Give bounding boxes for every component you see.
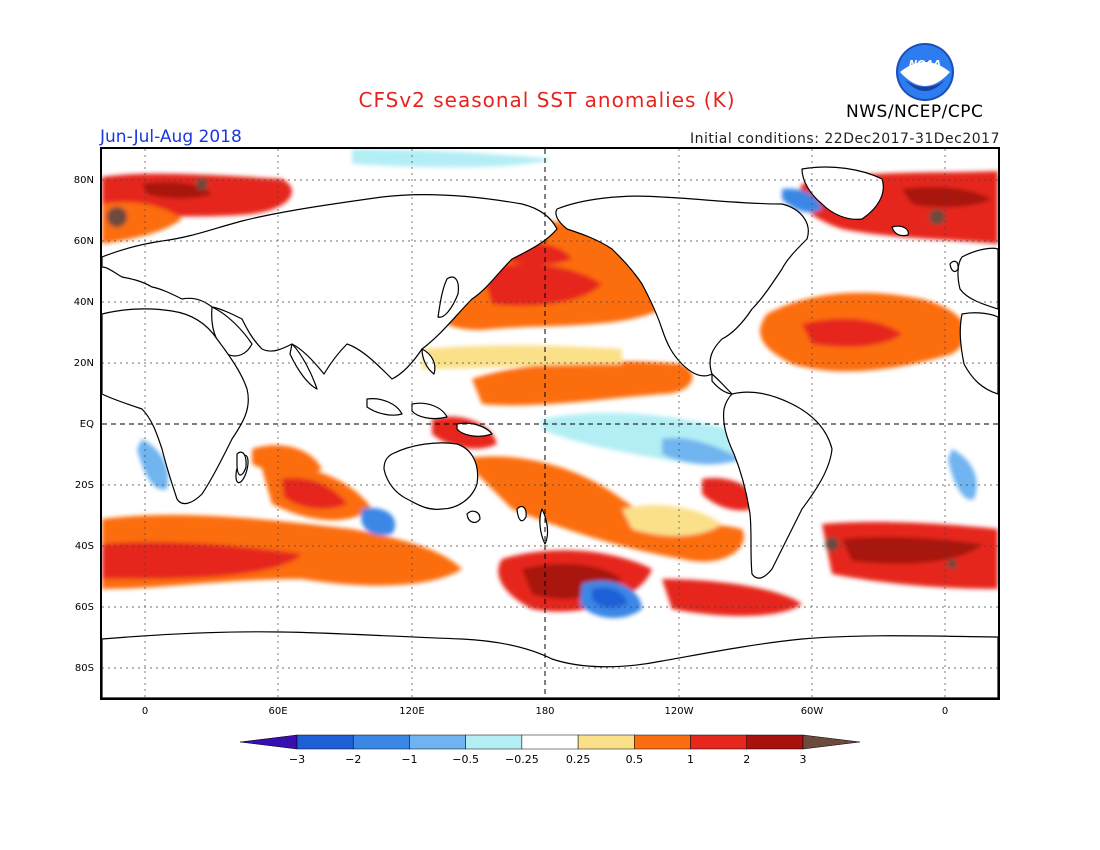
- colorbar-swatch: [690, 734, 748, 750]
- lon-label-60e: 60E: [268, 706, 288, 717]
- noaa-logo: NOAA: [896, 43, 954, 101]
- anomaly-fields: [102, 149, 998, 619]
- antarctica: [102, 631, 998, 698]
- initial-conditions: Initial conditions: 22Dec2017-31Dec2017: [690, 131, 1000, 147]
- colorbar-tick-label: −0.25: [505, 753, 539, 766]
- lon-label-0-west: 0: [141, 706, 149, 717]
- lon-label-180: 180: [535, 706, 555, 717]
- logo-text: NOAA: [909, 59, 941, 70]
- colorbar-tick-label: 3: [799, 753, 807, 766]
- lon-label-0-east: 0: [941, 706, 949, 717]
- lat-label-eq: EQ: [79, 419, 94, 430]
- colorbar-tick-label: −0.5: [452, 753, 480, 766]
- sst-anomaly-map: [100, 147, 1000, 700]
- colorbar-tick-label: 0.25: [565, 753, 591, 766]
- colorbar-swatch: [352, 734, 410, 750]
- colorbar-swatch: [521, 734, 579, 750]
- agency-label: NWS/NCEP/CPC: [846, 102, 984, 122]
- colorbar-tick-label: 2: [743, 753, 751, 766]
- lon-label-120e: 120E: [399, 706, 425, 717]
- colorbar-swatch: [746, 734, 804, 750]
- colorbar-swatch: [634, 734, 691, 750]
- colorbar-swatch: [577, 734, 635, 750]
- colorbar-above-max: [802, 734, 860, 750]
- africa: [102, 308, 249, 505]
- lat-label-40n: 40N: [73, 297, 94, 308]
- colorbar-swatch: [296, 734, 354, 750]
- map-canvas: [102, 149, 998, 698]
- south-america: [722, 391, 833, 579]
- colorbar-below-min: [240, 734, 298, 750]
- colorbar-tick-label: −2: [345, 753, 362, 766]
- colorbar-swatch: [409, 734, 466, 750]
- colorbar-swatch: [465, 734, 523, 750]
- equatorial-pacific-warm-band: [472, 361, 693, 406]
- lat-label-40s: 40S: [74, 541, 94, 552]
- lat-label-80n: 80N: [73, 175, 94, 186]
- lat-label-20n: 20N: [73, 358, 94, 369]
- eurasia: [102, 193, 558, 380]
- lat-label-60s: 60S: [74, 602, 94, 613]
- map-title: CFSv2 seasonal SST anomalies (K): [358, 88, 736, 112]
- equator-and-dateline: [102, 149, 998, 698]
- australia: [383, 442, 479, 510]
- forecast-period: Jun-Jul-Aug 2018: [100, 127, 242, 147]
- lon-label-120w: 120W: [664, 706, 694, 717]
- colorbar-tick-label: −3: [288, 753, 306, 766]
- colorbar-tick-label: 0.5: [625, 753, 644, 766]
- indian-ocean-cool-patch: [361, 508, 396, 536]
- gridlines: [102, 149, 998, 698]
- lat-label-60n: 60N: [73, 236, 94, 247]
- colorbar-tick-label: 1: [687, 753, 695, 766]
- lon-label-60w: 60W: [800, 706, 824, 717]
- lat-label-20s: 20S: [74, 480, 94, 491]
- colorbar-tick-label: −1: [401, 753, 418, 766]
- lat-label-80s: 80S: [74, 663, 94, 674]
- colorbar: [240, 734, 860, 750]
